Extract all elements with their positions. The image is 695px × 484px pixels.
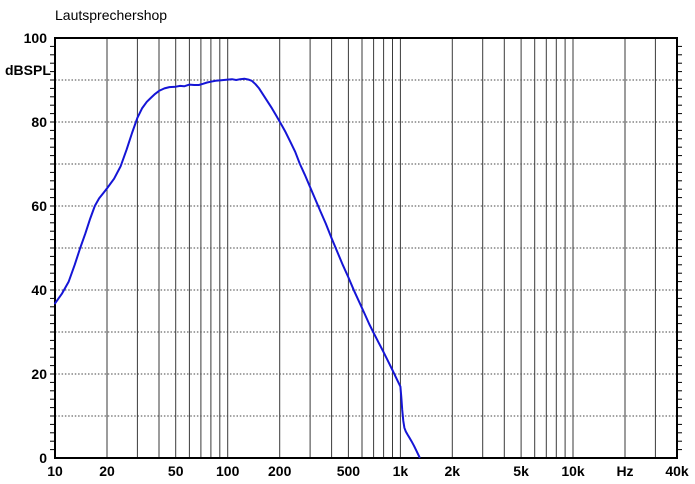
svg-text:0: 0 — [39, 450, 47, 466]
svg-text:Hz: Hz — [616, 463, 633, 479]
svg-text:80: 80 — [31, 114, 47, 130]
svg-text:1k: 1k — [393, 463, 409, 479]
svg-text:50: 50 — [168, 463, 184, 479]
plot-frame — [54, 37, 678, 459]
svg-text:40k: 40k — [665, 463, 689, 479]
y-axis-unit-label: dBSPL — [5, 62, 51, 78]
svg-text:5k: 5k — [513, 463, 529, 479]
svg-text:10: 10 — [47, 463, 63, 479]
svg-text:200: 200 — [268, 463, 292, 479]
page-title: Lautsprechershop — [55, 7, 168, 23]
y-grid-layer — [55, 79, 677, 417]
y-axis-labels: 100 80 60 40 20 0 — [24, 30, 48, 466]
svg-text:10k: 10k — [561, 463, 585, 479]
svg-text:20: 20 — [99, 463, 115, 479]
svg-text:100: 100 — [216, 463, 240, 479]
svg-text:60: 60 — [31, 198, 47, 214]
svg-text:20: 20 — [31, 366, 47, 382]
svg-text:2k: 2k — [445, 463, 461, 479]
svg-text:100: 100 — [24, 30, 48, 46]
svg-text:500: 500 — [337, 463, 361, 479]
svg-text:40: 40 — [31, 282, 47, 298]
x-axis-labels: 10 20 50 100 200 500 1k 2k 5k 10k Hz 40k — [47, 463, 689, 479]
response-curve — [54, 77, 421, 459]
